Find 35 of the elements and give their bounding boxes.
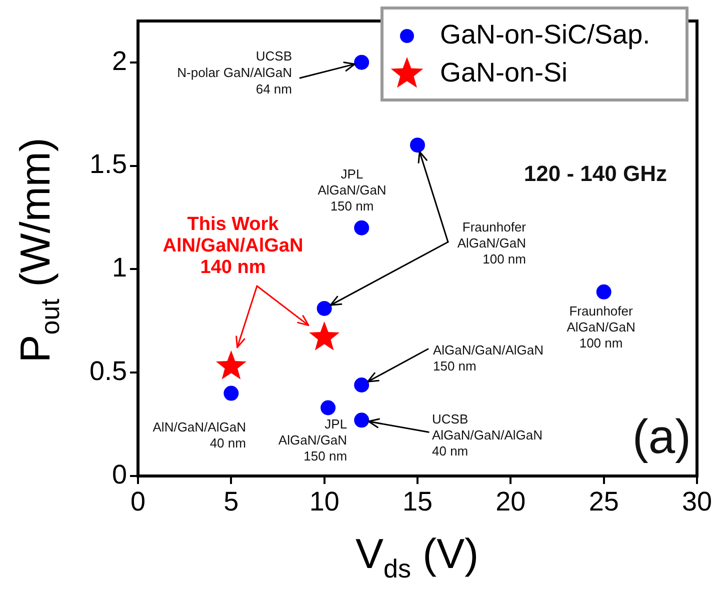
x-tick-label: 20 [496,486,526,517]
annotation: UCSB N-polar GaN/AlGaN 64 nm [177,48,292,97]
annotation: AlGaN/GaN/AlGaN 150 nm [433,342,544,374]
annotation: UCSB AlGaN/GaN/AlGaN 40 nm [432,412,543,459]
point [316,300,332,316]
annotation: Fraunhofer AlGaN/GaN 100 nm [457,220,527,267]
annotation: Fraunhofer AlGaN/GaN 100 nm [566,304,636,351]
y-tick-label: 2 [112,46,127,76]
legend-label: GaN-on-Si [440,57,568,88]
y-tick-label: 0.5 [89,356,127,386]
annotation: JPL AlGaN/GaN 150 nm [278,416,348,464]
point [410,138,425,153]
y-tick-label: 1.5 [89,149,127,180]
legend-label: GaN-on-SiC/Sap. [440,19,650,50]
point [354,54,370,70]
x-tick-label: 15 [402,486,433,517]
point [354,412,370,428]
x-tick-label: 25 [588,486,619,517]
annotation: (a) [632,411,691,464]
point [596,284,612,300]
x-axis-title: V$_{ds}$ (V) [356,530,479,584]
x-tick-label: 10 [309,486,340,517]
point [354,378,370,392]
x-tick-label: 30 [682,486,712,517]
point [354,220,370,236]
point [224,386,239,401]
y-tick-label: 0 [112,459,127,490]
annotation: This Work AlN/GaN/AlGaN 140 nm [162,214,304,278]
y-tick-label: 1 [112,252,127,283]
x-tick-label: 0 [130,486,146,517]
annotation: AlN/GaN/AlGaN 40 nm [152,420,246,451]
annotation: 120 - 140 GHz [524,161,667,186]
point [320,400,336,416]
x-tick-label: 5 [224,486,239,517]
annotation: JPL AlGaN/GaN 150 nm [318,166,386,214]
